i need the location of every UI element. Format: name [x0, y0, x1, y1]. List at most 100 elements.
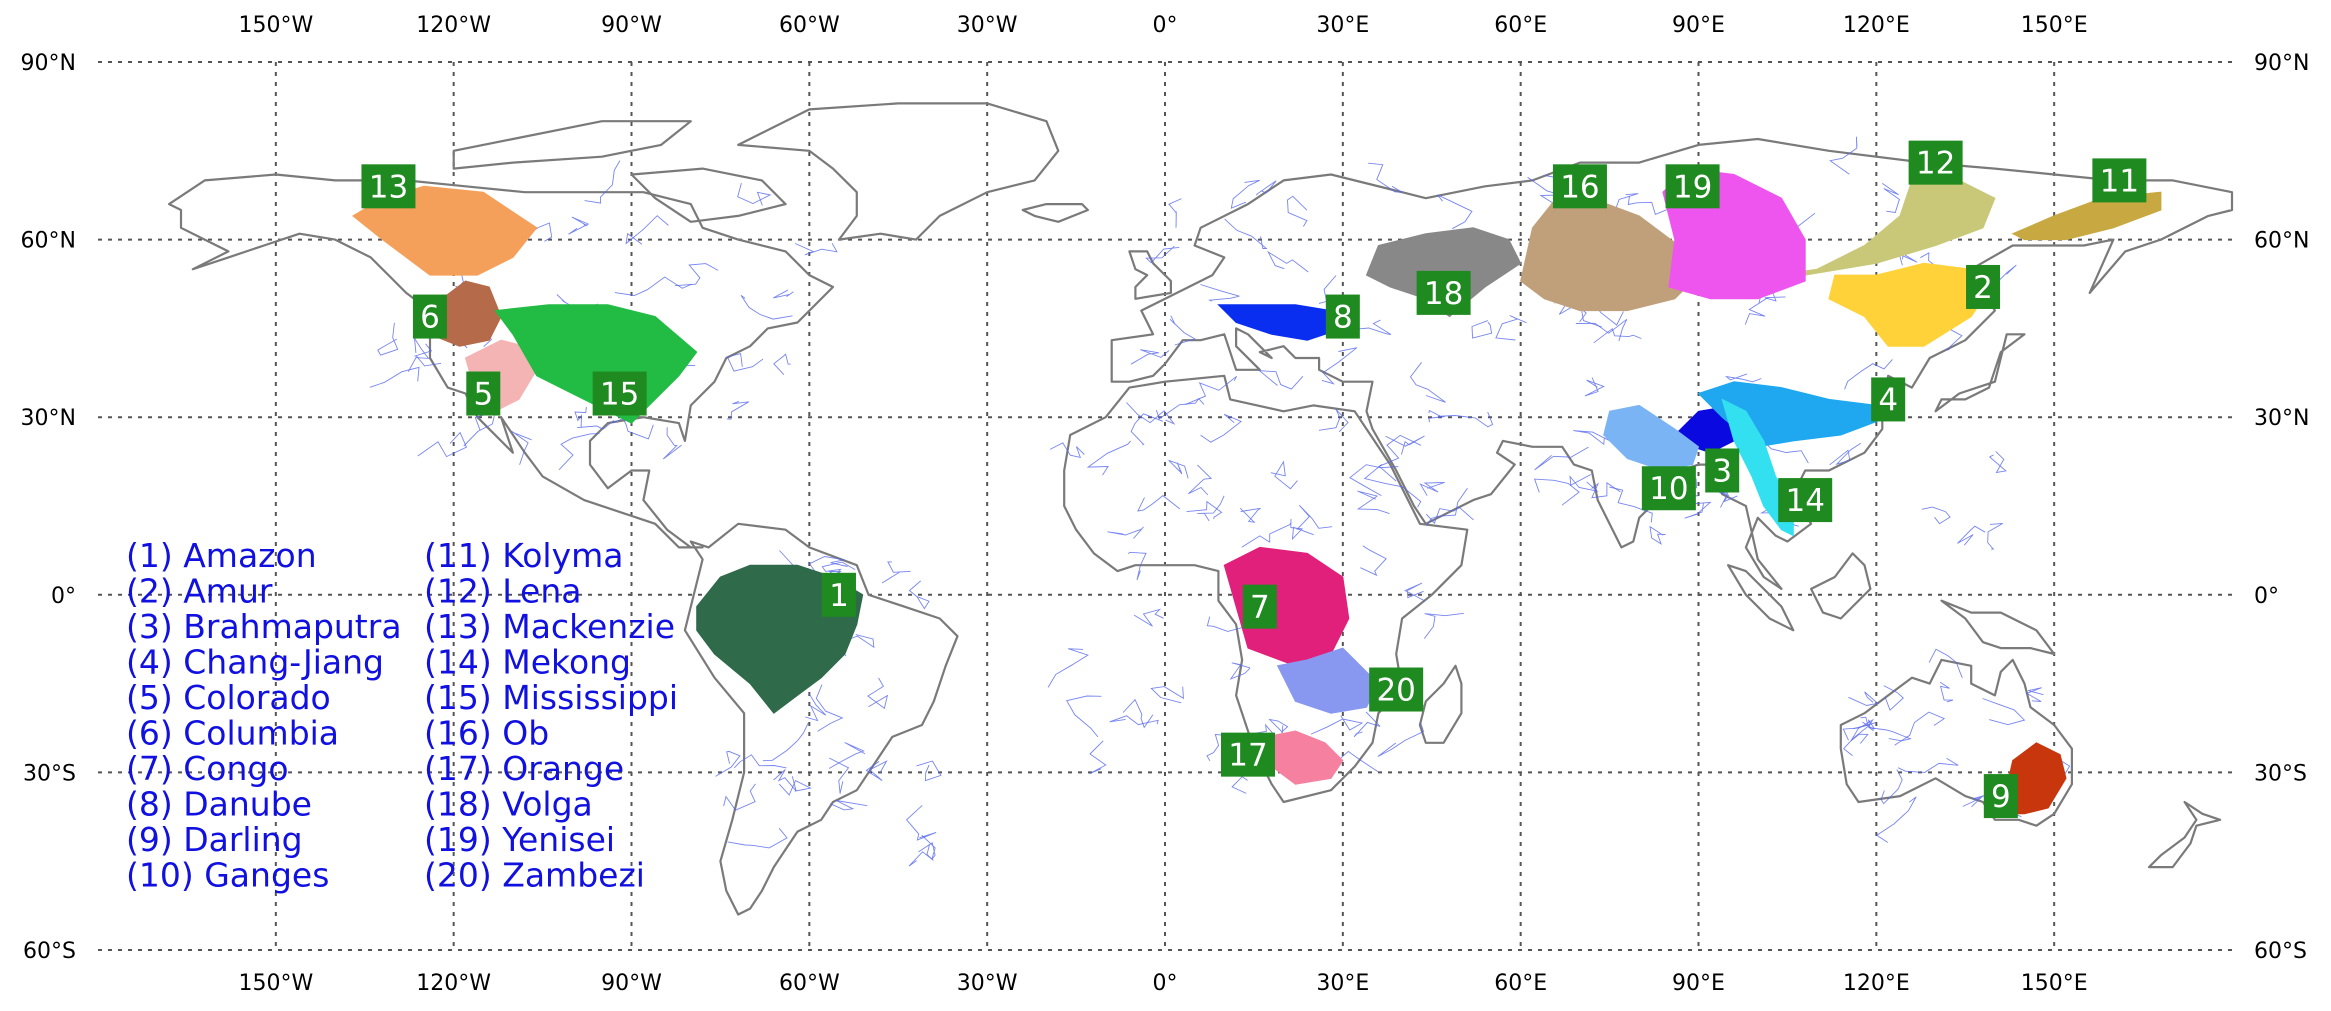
right-lat-tick-label: 90°N	[2254, 51, 2309, 76]
bottom-lon-tick-label: 90°W	[601, 971, 662, 996]
basin-label-20: 20	[1369, 668, 1423, 712]
river-line	[1628, 196, 1667, 215]
river-line	[1585, 378, 1604, 396]
river-line	[569, 217, 589, 234]
river-line	[1650, 527, 1666, 544]
river-line	[675, 264, 718, 286]
river-line	[1131, 414, 1163, 445]
river-line	[1438, 195, 1472, 229]
river-line	[1169, 460, 1189, 478]
river-line	[1898, 758, 1958, 772]
river-line	[1201, 414, 1242, 442]
river-line	[1108, 527, 1144, 539]
river-line	[1830, 137, 1857, 175]
top-lon-tick-label: 150°W	[238, 13, 313, 38]
river-line	[615, 277, 692, 296]
top-lon-tick-label: 60°E	[1494, 13, 1547, 38]
basin-label-number: 3	[1712, 453, 1732, 489]
river-line	[1297, 505, 1332, 530]
river-line	[1156, 399, 1204, 419]
legend-entry-col2: (16) Ob	[424, 714, 549, 753]
bottom-lon-tick-label: 150°E	[2021, 971, 2088, 996]
left-lat-tick-label: 60°N	[21, 229, 76, 254]
river-line	[763, 723, 808, 761]
river-line	[1048, 649, 1088, 688]
river-line	[1231, 180, 1259, 208]
basin-label-1: 1	[822, 573, 856, 617]
river-line	[585, 161, 620, 204]
river-line	[734, 755, 786, 768]
river-line	[1745, 298, 1768, 324]
river-line	[1360, 546, 1386, 576]
sumatra-outline	[1728, 565, 1793, 630]
borneo-outline	[1811, 553, 1870, 618]
bottom-lon-tick-label: 60°W	[779, 971, 840, 996]
basin-label-12: 12	[1909, 141, 1963, 185]
basin-label-number: 11	[2100, 163, 2139, 199]
river-line	[1322, 348, 1357, 384]
basin-label-number: 4	[1878, 382, 1898, 418]
river-line	[1268, 252, 1308, 272]
right-lat-tick-label: 60°N	[2254, 229, 2309, 254]
right-lat-tick-label: 30°S	[2254, 761, 2307, 786]
legend-entry-col1: (7) Congo	[126, 749, 289, 788]
river-line	[1472, 321, 1492, 338]
river-line	[1378, 722, 1424, 756]
river-line	[1877, 797, 1916, 843]
river-line	[1957, 526, 1985, 545]
legend-entry-col1: (5) Colorado	[126, 678, 331, 717]
left-lat-tick-label: 90°N	[21, 51, 76, 76]
river-line	[1188, 465, 1211, 495]
river-line	[378, 323, 398, 355]
japan-outline	[1936, 334, 2025, 411]
river-line	[418, 433, 467, 457]
madagascar-outline	[1420, 666, 1462, 743]
river-line	[1990, 451, 2006, 472]
basin-label-5: 5	[466, 372, 500, 416]
basin-label-16: 16	[1553, 164, 1607, 208]
river-line	[907, 805, 937, 840]
right-lat-tick-label: 0°	[2254, 584, 2279, 609]
top-lon-tick-label: 30°E	[1316, 13, 1369, 38]
river-line	[1271, 462, 1298, 489]
basin-label-11: 11	[2092, 158, 2146, 202]
basin-label-number: 17	[1228, 738, 1267, 774]
river-line	[1240, 508, 1260, 522]
top-lon-tick-label: 60°W	[779, 13, 840, 38]
basin-label-number: 5	[473, 377, 493, 413]
river-line	[1088, 441, 1131, 475]
river-line	[1225, 219, 1267, 249]
river-line	[415, 344, 441, 366]
basin-label-3: 3	[1705, 448, 1739, 492]
bottom-lon-tick-label: 150°W	[238, 971, 313, 996]
top-lon-tick-label: 0°	[1153, 13, 1178, 38]
river-line	[829, 758, 848, 794]
bottom-lon-tick-label: 120°E	[1843, 971, 1910, 996]
basin-label-number: 10	[1649, 471, 1688, 507]
river-line	[1496, 316, 1527, 341]
river-line	[1830, 443, 1861, 465]
legend-entry-col2: (14) Mekong	[424, 643, 631, 682]
river-line	[1576, 319, 1627, 341]
river-line	[1988, 523, 2003, 549]
legend-entry-col2: (20) Zambezi	[424, 856, 645, 895]
legend-entry-col2: (11) Kolyma	[424, 536, 623, 575]
basin-label-number: 13	[369, 169, 408, 205]
bottom-lon-tick-label: 90°E	[1672, 971, 1725, 996]
bottom-lon-tick-label: 60°E	[1494, 971, 1547, 996]
basin-label-8: 8	[1326, 295, 1360, 339]
river-line	[882, 562, 910, 583]
river-line	[1131, 350, 1169, 365]
river-line	[741, 295, 793, 319]
legend-entry-col1: (4) Chang-Jiang	[126, 643, 384, 682]
river-line	[738, 183, 770, 205]
bottom-lon-tick-label: 30°W	[957, 971, 1018, 996]
river-line	[773, 290, 793, 298]
bottom-lon-tick-label: 30°E	[1316, 971, 1369, 996]
river-line	[1123, 700, 1153, 728]
river-line	[1270, 720, 1288, 733]
river-line	[1922, 507, 1950, 524]
river-line	[728, 828, 787, 848]
legend-entry-col1: (2) Amur	[126, 572, 273, 611]
left-lat-tick-label: 30°N	[21, 406, 76, 431]
